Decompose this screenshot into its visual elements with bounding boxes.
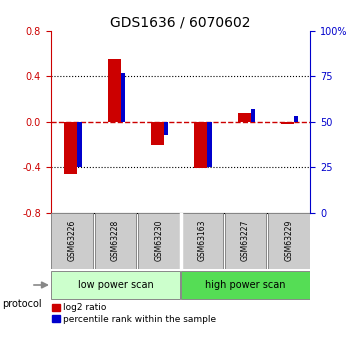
FancyBboxPatch shape xyxy=(225,213,266,269)
Text: GSM63163: GSM63163 xyxy=(198,219,206,260)
Bar xyxy=(151,122,164,145)
Bar xyxy=(281,122,294,124)
Bar xyxy=(251,109,255,122)
Bar xyxy=(207,122,212,167)
Bar xyxy=(164,122,168,135)
Text: GSM63228: GSM63228 xyxy=(111,219,120,260)
Text: high power scan: high power scan xyxy=(205,280,286,290)
FancyBboxPatch shape xyxy=(181,270,310,299)
FancyBboxPatch shape xyxy=(95,213,136,269)
Bar xyxy=(121,73,125,122)
Text: low power scan: low power scan xyxy=(78,280,153,290)
Bar xyxy=(194,122,207,168)
Bar xyxy=(238,113,251,122)
Legend: log2 ratio, percentile rank within the sample: log2 ratio, percentile rank within the s… xyxy=(52,303,216,324)
FancyBboxPatch shape xyxy=(268,213,310,269)
Bar xyxy=(294,116,298,122)
Text: GSM63229: GSM63229 xyxy=(284,219,293,260)
FancyBboxPatch shape xyxy=(51,213,93,269)
Bar xyxy=(64,122,77,174)
Title: GDS1636 / 6070602: GDS1636 / 6070602 xyxy=(110,16,251,30)
FancyBboxPatch shape xyxy=(138,213,180,269)
Text: protocol: protocol xyxy=(2,299,42,309)
Bar xyxy=(77,122,82,167)
Text: GSM63226: GSM63226 xyxy=(68,219,77,260)
FancyBboxPatch shape xyxy=(51,270,180,299)
FancyBboxPatch shape xyxy=(181,213,223,269)
Bar xyxy=(108,59,121,122)
Text: GSM63230: GSM63230 xyxy=(155,219,163,260)
Text: GSM63227: GSM63227 xyxy=(241,219,250,260)
